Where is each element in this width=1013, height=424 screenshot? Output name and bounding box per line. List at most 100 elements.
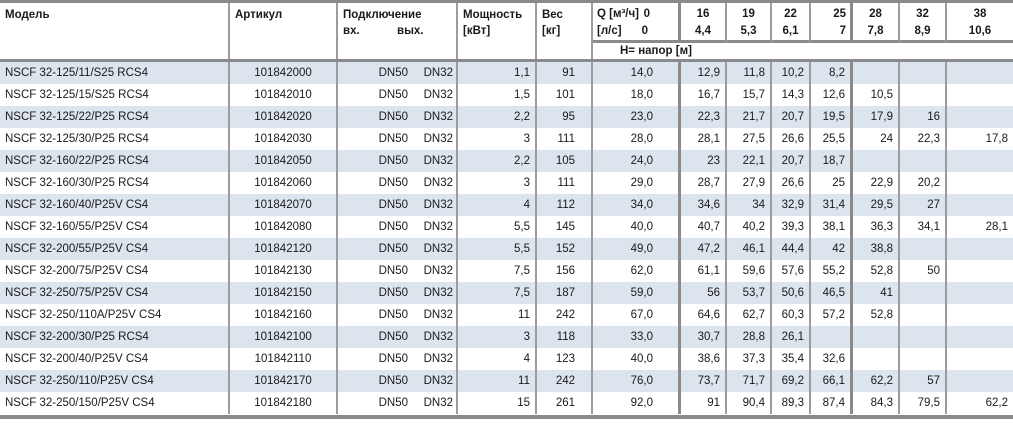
column-header-power: Мощность [кВт]	[458, 3, 537, 59]
head-cell: 20,7	[772, 106, 811, 128]
weight-cell: 118	[537, 326, 593, 348]
table-row: NSCF 32-160/30/P25 RCS4 101842060 DN50 DN32…	[0, 172, 1013, 194]
head-cell: 59,0	[593, 282, 681, 304]
head-cell: 92,0	[593, 392, 681, 414]
head-cell: 25,5	[811, 128, 853, 150]
head-cell: 10,5	[853, 84, 900, 106]
connection-cell: DN50 DN32	[338, 282, 458, 304]
head-cell: 47,2	[681, 238, 727, 260]
table-row: NSCF 32-160/22/P25 RCS4 101842050 DN50 DN32…	[0, 150, 1013, 172]
head-cell	[900, 304, 947, 326]
article-cell: 101842130	[230, 260, 338, 282]
article-cell: 101842030	[230, 128, 338, 150]
outlet-size: DN32	[423, 265, 453, 277]
head-cell: 62,2	[853, 370, 900, 392]
inlet-size: DN50	[378, 89, 408, 101]
connection-cell: DN50 DN32	[338, 106, 458, 128]
article-cell: 101842000	[230, 62, 338, 84]
head-cell: 24,0	[593, 150, 681, 172]
outlet-size: DN32	[423, 133, 453, 145]
weight-cell: 111	[537, 172, 593, 194]
inlet-size: DN50	[378, 265, 408, 277]
power-cell: 7,5	[458, 282, 537, 304]
head-cell	[900, 62, 947, 84]
table-row: NSCF 32-250/110A/P25V CS4 101842160 DN50 DN…	[0, 304, 1013, 326]
head-cell: 34,6	[681, 194, 727, 216]
power-cell: 1,5	[458, 84, 537, 106]
head-cell	[811, 326, 853, 348]
column-header-model: Модель	[0, 3, 230, 59]
head-cell: 28,7	[681, 172, 727, 194]
model-cell: NSCF 32-200/30/P25 RCS4	[0, 326, 230, 348]
outlet-size: DN32	[423, 199, 453, 211]
table-row: NSCF 32-125/15/S25 RCS4 101842010 DN50 DN32…	[0, 84, 1013, 106]
head-cell: 28,0	[593, 128, 681, 150]
head-cell: 66,1	[811, 370, 853, 392]
column-header-flow-32: 32 8,9	[900, 3, 947, 43]
head-cell: 25	[811, 172, 853, 194]
head-cell: 20,2	[900, 172, 947, 194]
power-cell: 3	[458, 326, 537, 348]
connection-cell: DN50 DN32	[338, 238, 458, 260]
article-cell: 101842050	[230, 150, 338, 172]
outlet-size: DN32	[423, 177, 453, 189]
column-header-article: Артикул	[230, 3, 338, 59]
inlet-size: DN50	[378, 287, 408, 299]
flow-m3h-zero: 0	[643, 8, 650, 20]
head-cell: 27	[900, 194, 947, 216]
head-cell: 26,6	[772, 128, 811, 150]
article-cell: 101842160	[230, 304, 338, 326]
flow-ls-label: [л/с]	[597, 25, 622, 37]
inlet-label: вх.	[343, 25, 360, 37]
head-cell: 49,0	[593, 238, 681, 260]
model-cell: NSCF 32-125/30/P25 RCS4	[0, 128, 230, 150]
head-cell: 62,2	[985, 397, 1008, 409]
power-cell: 5,5	[458, 216, 537, 238]
head-cell	[947, 238, 1013, 260]
outlet-size: DN32	[423, 397, 453, 409]
table-row: NSCF 32-160/55/P25V CS4 101842080 DN50 DN32…	[0, 216, 1013, 238]
head-cell	[947, 106, 1013, 128]
column-header-connection: Подключение вх. вых.	[338, 3, 458, 59]
head-cell: 67,0	[593, 304, 681, 326]
head-cell: 31,4	[811, 194, 853, 216]
head-cell: 62,0	[593, 260, 681, 282]
flow-m3h-value: 28	[869, 8, 882, 20]
column-header-flow-28: 28 7,8	[853, 3, 900, 43]
model-cell: NSCF 32-200/40/P25V CS4	[0, 348, 230, 370]
head-cell: 62,7	[727, 304, 772, 326]
column-header-flow-38: 38 10,6	[947, 3, 1013, 43]
head-cell: 73,7	[681, 370, 727, 392]
head-cell: 38,1	[811, 216, 853, 238]
article-cell: 101842070	[230, 194, 338, 216]
article-cell: 101842080	[230, 216, 338, 238]
head-cell	[947, 84, 1013, 106]
head-cell	[947, 62, 1013, 84]
column-header-flow-19: 19 5,3	[727, 3, 772, 43]
weight-cell: 112	[537, 194, 593, 216]
weight-cell: 242	[537, 370, 593, 392]
head-cell: 46,1	[727, 238, 772, 260]
outlet-size: DN32	[423, 155, 453, 167]
head-cell	[853, 326, 900, 348]
head-cell: 57	[900, 370, 947, 392]
head-cell: 57,6	[772, 260, 811, 282]
power-cell: 2,2	[458, 150, 537, 172]
article-cell: 101842060	[230, 172, 338, 194]
head-cell	[853, 348, 900, 370]
head-cell: 57,2	[811, 304, 853, 326]
inlet-size: DN50	[378, 375, 408, 387]
head-cell: 34,1	[900, 216, 947, 238]
article-cell: 101842150	[230, 282, 338, 304]
table-body: NSCF 32-125/11/S25 RCS4 101842000 DN50 DN32…	[0, 62, 1013, 414]
table-row: NSCF 32-250/110/P25V CS4 101842170 DN50 DN3…	[0, 370, 1013, 392]
connection-sublabels: вх. вых.	[343, 23, 456, 39]
outlet-size: DN32	[423, 331, 453, 343]
head-cell: 34,0	[593, 194, 681, 216]
head-cell: 22,9	[853, 172, 900, 194]
head-cell: 40,0	[593, 348, 681, 370]
head-cell: 64,6	[681, 304, 727, 326]
connection-cell: DN50 DN32	[338, 84, 458, 106]
model-cell: NSCF 32-160/30/P25 RCS4	[0, 172, 230, 194]
head-cell	[947, 282, 1013, 304]
